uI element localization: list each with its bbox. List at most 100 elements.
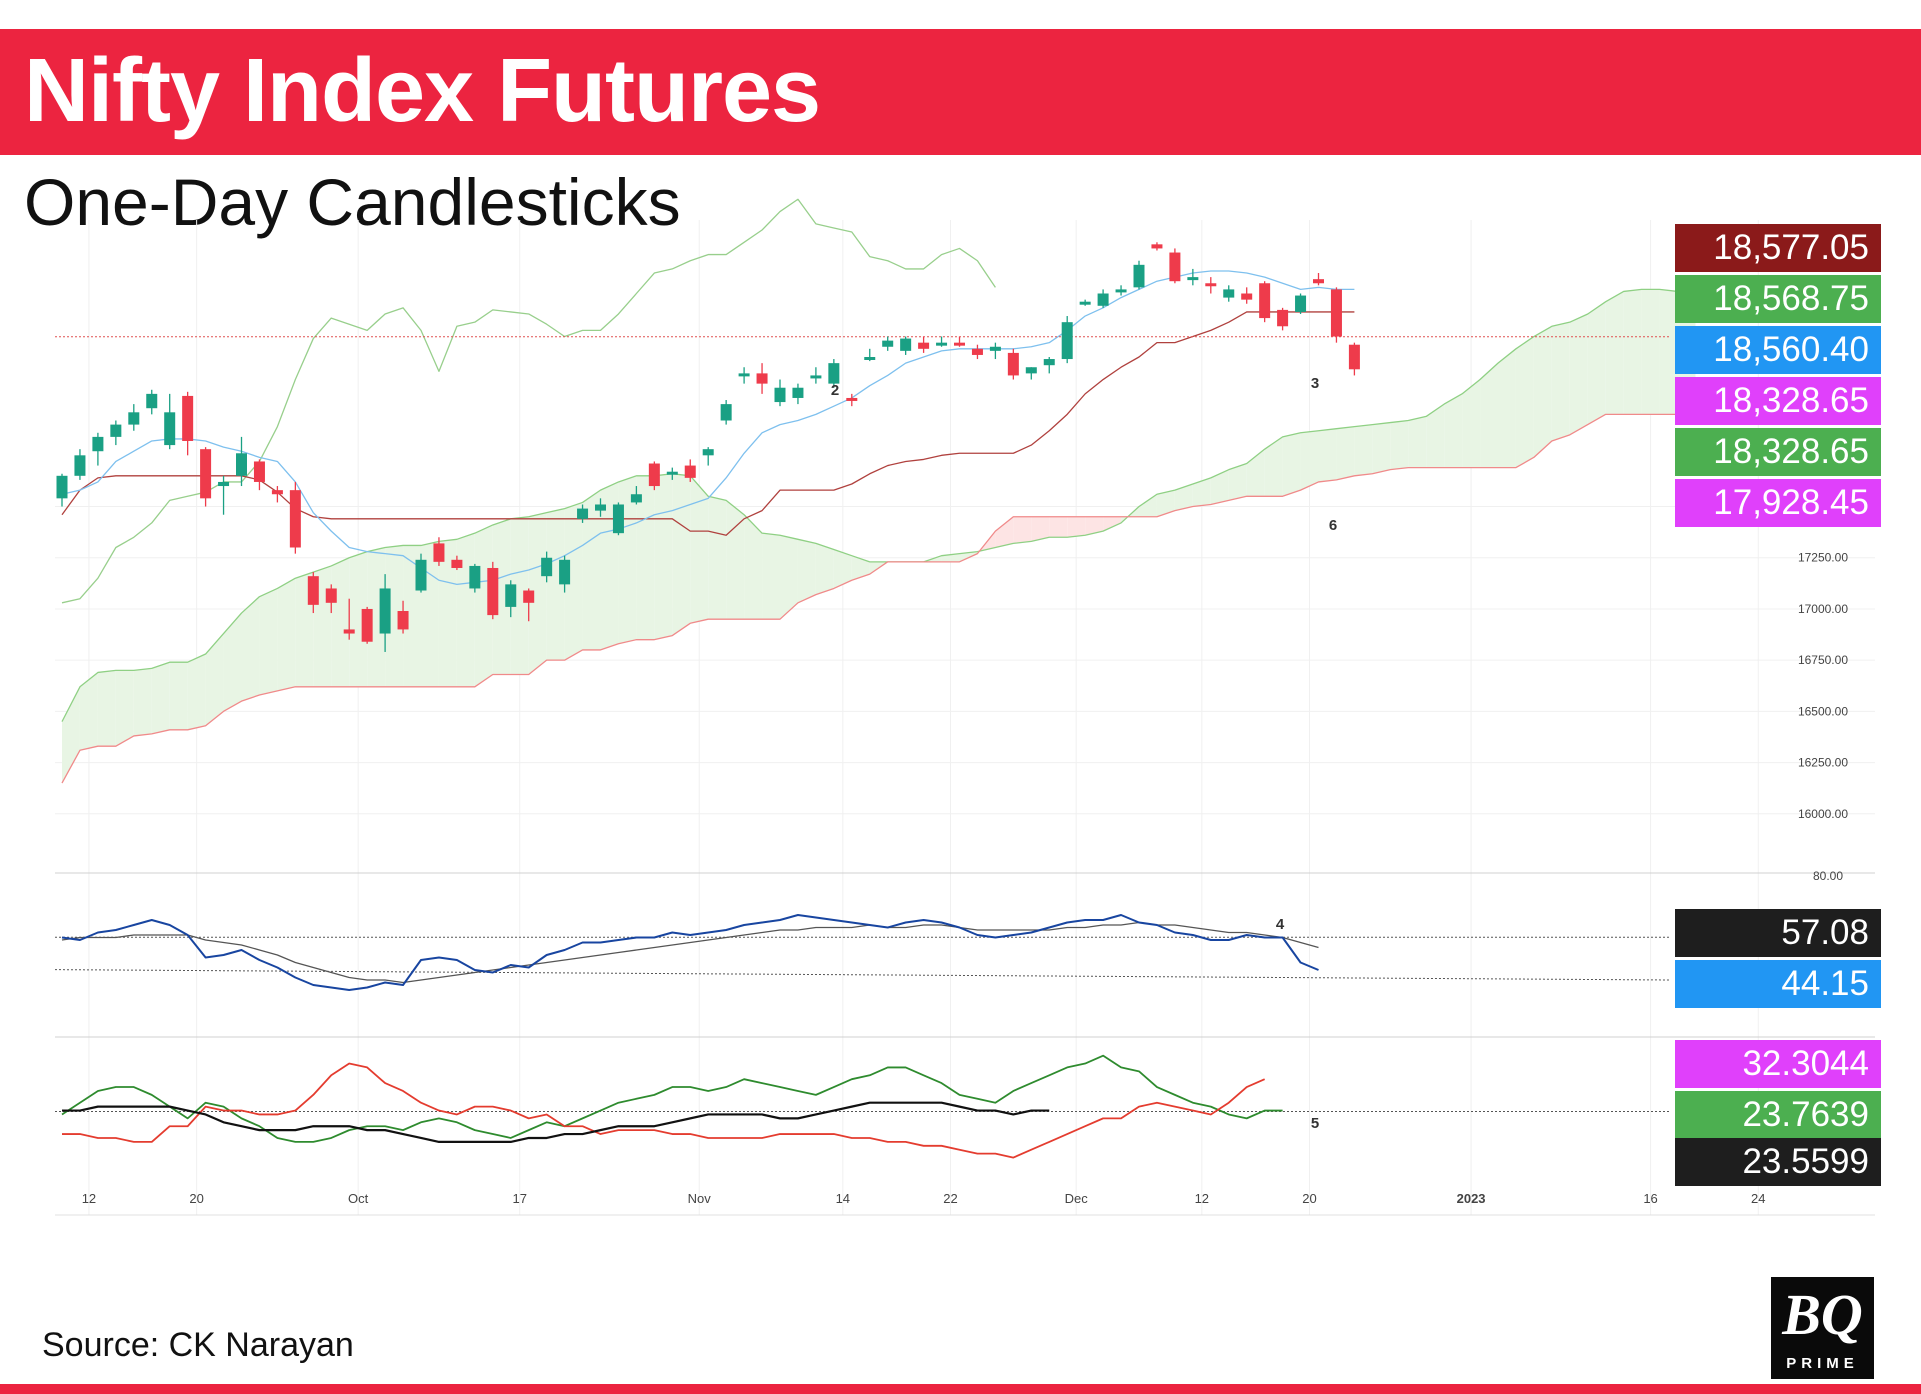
annotation-label: 2 [831, 382, 839, 399]
candle-body [900, 338, 912, 351]
candle-body [792, 387, 804, 398]
candle-body [954, 342, 965, 346]
cloud-segment [1264, 436, 1283, 497]
cloud-segment [349, 551, 368, 687]
candle-body [253, 461, 265, 482]
candle-body [720, 404, 732, 421]
candle-body [379, 588, 391, 634]
annotation-label: 4 [1276, 916, 1285, 933]
cloud-segment [205, 633, 224, 726]
cloud-segment [1174, 484, 1193, 511]
cloud-segment [385, 545, 404, 687]
cloud-segment [690, 475, 709, 624]
candle-body [1277, 309, 1289, 327]
cloud-segment [1444, 393, 1463, 468]
price-box-kijun: 18,328.65 [1675, 428, 1881, 476]
candle-body [1097, 293, 1109, 306]
candle-body [612, 504, 624, 534]
cloud-segment [187, 654, 206, 730]
cloud-segment [133, 668, 152, 736]
price-box-span-b: 17,928.45 [1675, 479, 1881, 527]
y-tick-label: 16250.00 [1798, 756, 1848, 770]
cloud-segment [1031, 516, 1050, 542]
candle-body [666, 471, 678, 475]
plus-di-box: 23.7639 [1675, 1091, 1881, 1139]
candle-body [146, 393, 158, 409]
minus-di-box: 32.3044 [1675, 1040, 1881, 1088]
candle-body [164, 412, 176, 446]
candle-body [828, 363, 840, 384]
rsi-box: 44.15 [1675, 960, 1881, 1008]
cloud-segment [438, 539, 457, 687]
cloud-segment [1246, 449, 1265, 497]
cloud-segment [1085, 516, 1104, 536]
cloud-segment [582, 490, 601, 650]
candle-body [648, 463, 660, 487]
rsi-ma-box: 57.08 [1675, 909, 1881, 957]
price-box-span-a: 18,568.75 [1675, 275, 1881, 323]
cloud-segment [259, 588, 278, 695]
candle-body [218, 481, 230, 487]
cloud-segment [995, 516, 1014, 548]
candle-body [182, 395, 194, 441]
candle-body [487, 567, 499, 616]
candle-body [1061, 322, 1073, 360]
price-box-tenkan: 18,560.40 [1675, 326, 1881, 374]
candle-body [523, 590, 535, 603]
cloud-segment [331, 557, 350, 687]
candle-body [1169, 252, 1181, 282]
candle-body [325, 588, 337, 603]
source-caption: Source: CK Narayan [42, 1326, 354, 1364]
cloud-segment [474, 524, 493, 687]
cloud-segment [1623, 289, 1642, 415]
cloud-segment [815, 543, 834, 595]
cloud-segment [833, 549, 852, 589]
candle-body [1330, 289, 1342, 337]
candle-body [1259, 283, 1271, 319]
cloud-segment [1569, 313, 1588, 435]
cloud-segment [1210, 469, 1229, 505]
cloud-segment [367, 547, 386, 687]
rsi-line [61, 914, 1319, 991]
candle-body [236, 453, 247, 476]
candle-body [702, 449, 714, 456]
cloud-segment [851, 555, 870, 581]
rsi-level-line [54, 969, 1671, 981]
candle-body [1313, 279, 1324, 284]
plus-di-line [61, 1054, 1283, 1143]
cloud-segment [528, 512, 547, 675]
title-bar [0, 29, 1921, 155]
cloud-segment [1013, 516, 1032, 544]
cloud-segment [726, 500, 745, 620]
annotation-label: 6 [1329, 517, 1337, 534]
x-tick-label: Dec [1065, 1191, 1089, 1206]
candle-body [1187, 277, 1199, 281]
x-tick-label: 20 [1302, 1191, 1316, 1206]
candle-body [92, 436, 104, 452]
cloud-segment [1318, 428, 1337, 482]
cloud-segment [1139, 494, 1157, 517]
candle-body [756, 373, 768, 384]
y-tick-label: 17000.00 [1798, 602, 1848, 616]
chart-title: Nifty Index Futures [24, 41, 821, 141]
chart-subtitle: One-Day Candlesticks [24, 165, 681, 239]
cloud-segment [456, 533, 475, 687]
candle-body [289, 490, 301, 548]
x-tick-label: 14 [836, 1191, 850, 1206]
candle-body [810, 375, 822, 379]
cloud-segment [1372, 422, 1391, 474]
candle-body [541, 557, 553, 577]
candle-body [271, 490, 283, 495]
candle-body [595, 504, 606, 511]
cloud-segment [115, 670, 134, 747]
minus-di-line [62, 1062, 1266, 1159]
cloud-segment [708, 496, 727, 620]
x-tick-label: 22 [943, 1191, 957, 1206]
cloud-segment [62, 686, 80, 784]
candle-body [307, 576, 319, 605]
candle-body [1025, 367, 1037, 374]
cloud-segment [1103, 516, 1122, 532]
cloud-segment [1228, 463, 1247, 501]
candle-body [505, 584, 517, 607]
